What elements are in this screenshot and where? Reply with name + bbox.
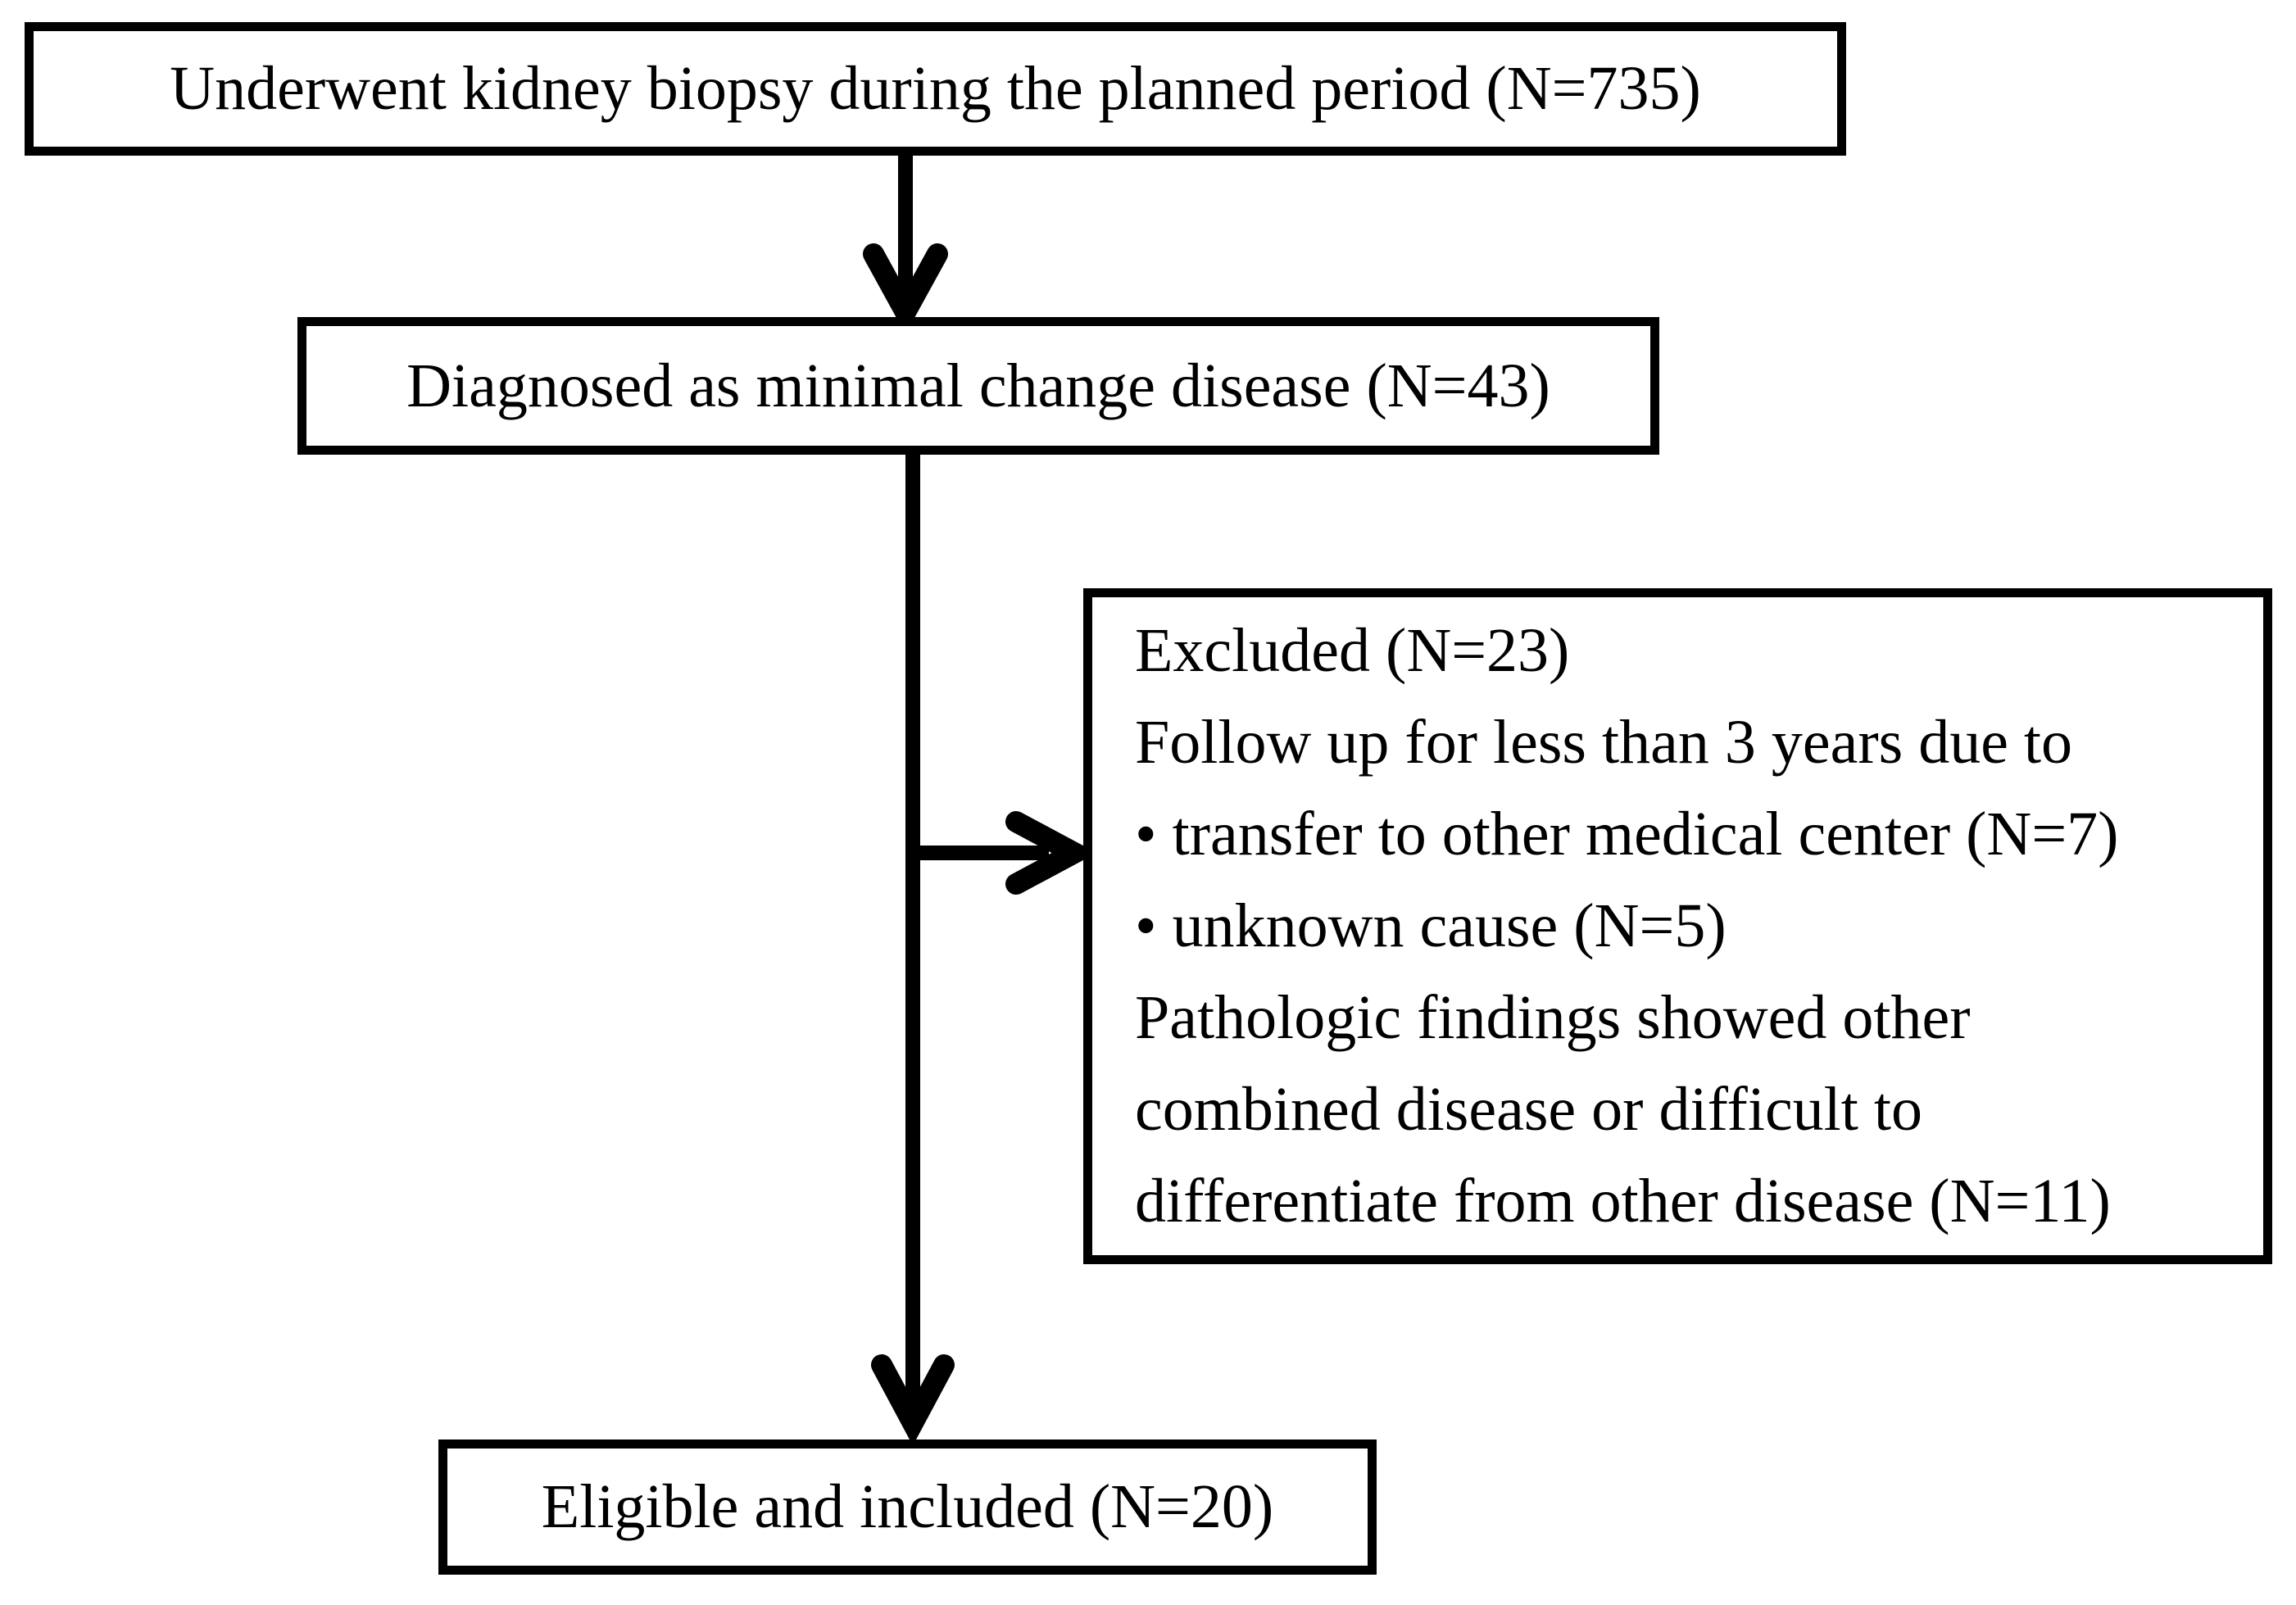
excluded-line-unknown: • unknown cause (N=5)	[1135, 891, 1727, 960]
arrow-head-down-icon	[871, 1354, 955, 1446]
excluded-line-pathologic-3: differentiate from other disease (N=11)	[1135, 1167, 2111, 1235]
box-diagnosed-mcd: Diagnosed as minimal change disease (N=4…	[297, 317, 1659, 455]
box-eligible-included: Eligible and included (N=20)	[438, 1440, 1377, 1575]
excluded-line-followup: Follow up for less than 3 years due to	[1135, 708, 2073, 777]
excluded-line-transfer: • transfer to other medical center (N=7)	[1135, 800, 2119, 868]
box-diagnosed-mcd-label: Diagnosed as minimal change disease (N=4…	[406, 351, 1550, 420]
arrow-head-right-icon	[1005, 811, 1097, 895]
excluded-line-title: Excluded (N=23)	[1135, 616, 1570, 685]
arrow-top-to-diagnosed	[863, 156, 948, 335]
box-excluded: Excluded (N=23) Follow up for less than …	[1083, 588, 2272, 1264]
box-eligible-included-label: Eligible and included (N=20)	[541, 1472, 1274, 1541]
excluded-line-pathologic-1: Pathologic findings showed other	[1135, 983, 1971, 1052]
excluded-line-pathologic-2: combined disease or difficult to	[1135, 1075, 1923, 1144]
arrow-head-down-icon	[863, 243, 948, 335]
box-underwent-biopsy-label: Underwent kidney biopsy during the plann…	[170, 54, 1701, 123]
arrow-branch-to-excluded	[913, 811, 1097, 895]
box-underwent-biopsy: Underwent kidney biopsy during the plann…	[25, 22, 1846, 156]
arrow-diagnosed-to-eligible	[871, 455, 955, 1446]
